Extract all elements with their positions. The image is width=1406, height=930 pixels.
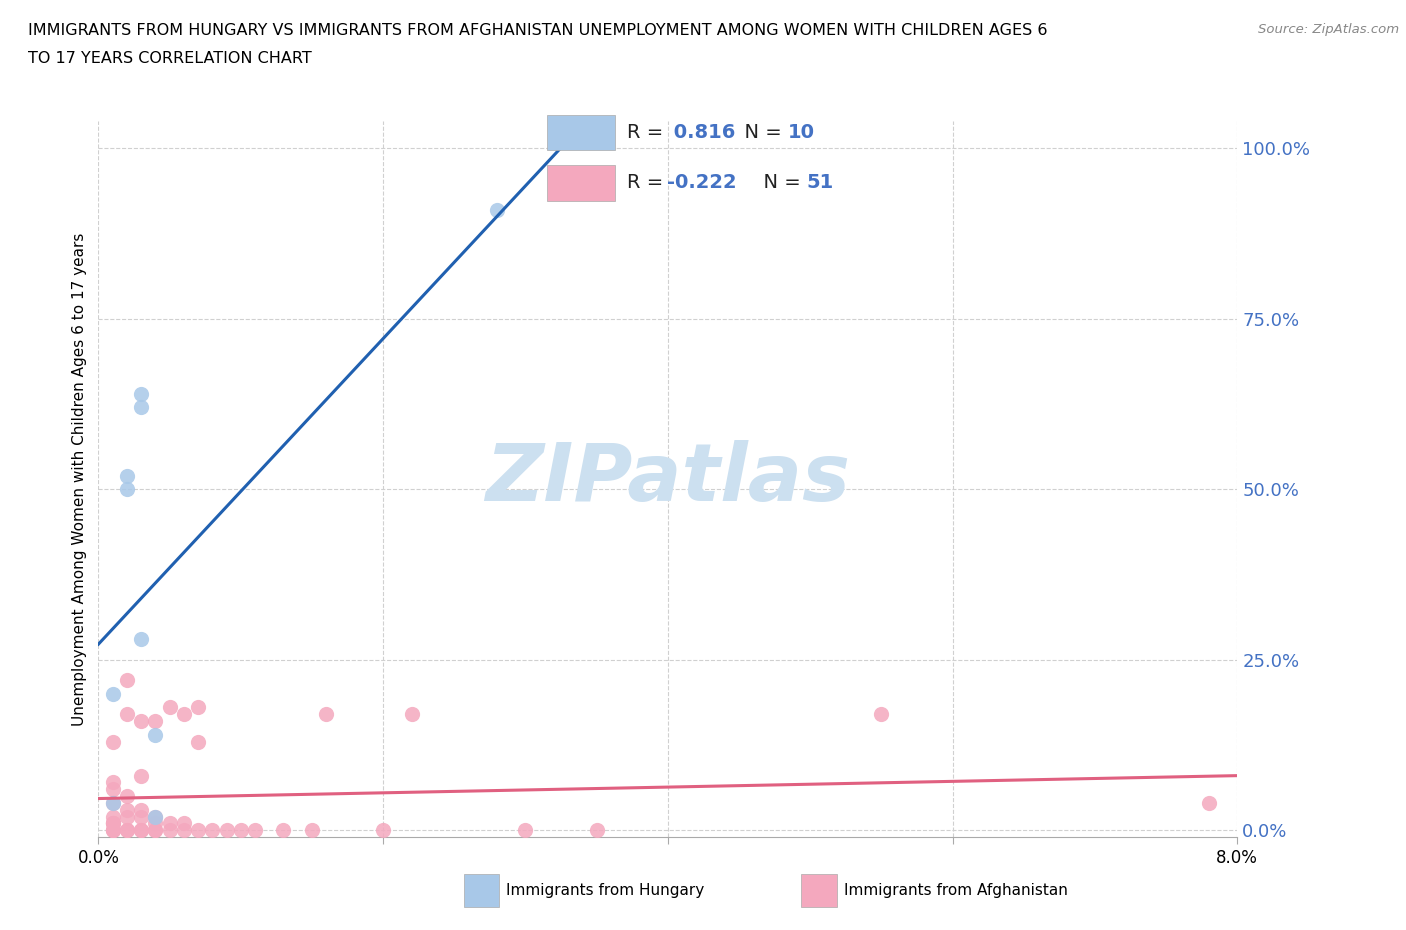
Point	[129, 823, 152, 838]
Point	[173, 707, 195, 722]
Point	[229, 823, 252, 838]
Point	[401, 707, 423, 722]
Point	[129, 386, 152, 401]
Point	[870, 707, 893, 722]
Point	[129, 803, 152, 817]
Point	[101, 823, 124, 838]
Point	[145, 816, 167, 830]
Point	[145, 823, 167, 838]
Point	[115, 823, 138, 838]
Point	[101, 782, 124, 797]
FancyBboxPatch shape	[547, 165, 614, 201]
Text: N =: N =	[751, 173, 807, 193]
Text: 51: 51	[807, 173, 834, 193]
Point	[315, 707, 337, 722]
Text: 0.816: 0.816	[668, 123, 735, 142]
Point	[273, 823, 295, 838]
Point	[515, 823, 537, 838]
Y-axis label: Unemployment Among Women with Children Ages 6 to 17 years: Unemployment Among Women with Children A…	[72, 232, 87, 725]
Point	[187, 823, 209, 838]
Point	[1198, 795, 1220, 810]
Point	[115, 672, 138, 687]
Point	[215, 823, 238, 838]
Text: R =: R =	[627, 123, 669, 142]
Point	[159, 700, 181, 715]
Text: N =: N =	[733, 123, 789, 142]
Point	[115, 789, 138, 804]
Point	[173, 816, 195, 830]
Point	[187, 734, 209, 749]
Point	[243, 823, 266, 838]
Point	[159, 816, 181, 830]
Point	[129, 768, 152, 783]
Point	[115, 809, 138, 824]
Point	[101, 795, 124, 810]
Text: 10: 10	[787, 123, 815, 142]
Point	[145, 823, 167, 838]
Point	[371, 823, 394, 838]
Point	[201, 823, 224, 838]
Text: IMMIGRANTS FROM HUNGARY VS IMMIGRANTS FROM AFGHANISTAN UNEMPLOYMENT AMONG WOMEN : IMMIGRANTS FROM HUNGARY VS IMMIGRANTS FR…	[28, 23, 1047, 38]
Point	[145, 713, 167, 728]
Point	[187, 700, 209, 715]
Point	[101, 809, 124, 824]
Point	[145, 809, 167, 824]
Point	[585, 823, 607, 838]
Text: Immigrants from Hungary: Immigrants from Hungary	[506, 884, 704, 898]
Point	[129, 823, 152, 838]
Text: -0.222: -0.222	[668, 173, 737, 193]
Text: ZIPatlas: ZIPatlas	[485, 440, 851, 518]
Point	[115, 482, 138, 497]
Point	[129, 631, 152, 646]
Point	[145, 727, 167, 742]
Point	[129, 400, 152, 415]
Point	[101, 795, 124, 810]
Point	[101, 816, 124, 830]
Point	[115, 707, 138, 722]
Text: TO 17 YEARS CORRELATION CHART: TO 17 YEARS CORRELATION CHART	[28, 51, 312, 66]
Point	[301, 823, 323, 838]
Point	[173, 823, 195, 838]
Point	[115, 803, 138, 817]
Point	[145, 809, 167, 824]
Point	[115, 468, 138, 483]
Text: Source: ZipAtlas.com: Source: ZipAtlas.com	[1258, 23, 1399, 36]
Text: R =: R =	[627, 173, 669, 193]
FancyBboxPatch shape	[547, 114, 614, 151]
Point	[129, 809, 152, 824]
Point	[101, 686, 124, 701]
Point	[115, 823, 138, 838]
Point	[101, 734, 124, 749]
Point	[101, 816, 124, 830]
Point	[101, 823, 124, 838]
Point	[101, 816, 124, 830]
Point	[486, 202, 509, 217]
Point	[101, 775, 124, 790]
Text: Immigrants from Afghanistan: Immigrants from Afghanistan	[844, 884, 1067, 898]
Point	[129, 713, 152, 728]
Point	[101, 823, 124, 838]
Point	[159, 823, 181, 838]
